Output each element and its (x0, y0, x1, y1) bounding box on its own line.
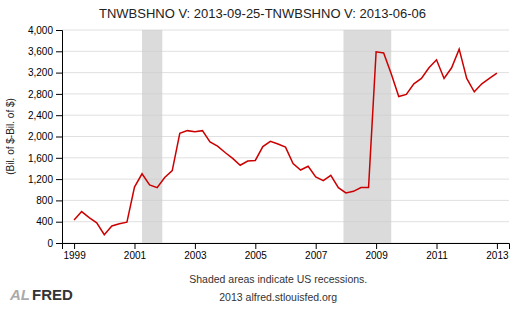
tick-label: 3,200 (28, 67, 53, 78)
tick-mark (56, 222, 62, 223)
tick-mark (497, 243, 498, 249)
chart: 1999 2001 2003 2005 2007 2009 2011 2013 0 400 800 1… (0, 0, 525, 315)
tick: 2013 (486, 243, 509, 261)
tick-mark (255, 243, 256, 249)
grid-line (62, 115, 509, 116)
tick-mark (56, 179, 62, 180)
tick-label: 2005 (245, 250, 268, 261)
tick-mark (376, 243, 377, 249)
tick-mark (56, 200, 62, 201)
tick: 1999 (63, 243, 86, 261)
tick-label: 1,600 (28, 153, 53, 164)
tick-label: 2001 (124, 250, 147, 261)
tick-mark (56, 158, 62, 159)
tick-mark (134, 243, 135, 249)
tick-mark (56, 51, 62, 52)
tick: 2,000 (28, 131, 62, 142)
marks (74, 30, 497, 243)
y-axis-label: (Bil. of $-Bil. of $) (5, 98, 16, 175)
tick-label: 2013 (486, 250, 509, 261)
tick: 2007 (305, 243, 328, 261)
tick: 2,400 (28, 110, 62, 121)
tick-label: 2011 (426, 250, 448, 261)
tick: 3,600 (28, 46, 62, 57)
y-axis: 0 400 800 1,200 1,600 2,000 2,400 2,800 3,200 3,6… (28, 25, 63, 249)
tick-label: 400 (36, 216, 53, 227)
tick-mark (56, 30, 62, 31)
tick-label: 800 (36, 195, 53, 206)
grid-line (62, 221, 509, 222)
recession-band (343, 30, 391, 243)
tick: 4,000 (28, 25, 62, 36)
tick: 2001 (124, 243, 147, 261)
tick-label: 2,400 (28, 110, 53, 121)
x-axis: 1999 2001 2003 2005 2007 2009 2011 2013 (63, 243, 510, 261)
axis-line (63, 244, 510, 250)
tick-mark (437, 243, 438, 249)
tick: 2,800 (28, 89, 62, 100)
grid (62, 30, 509, 243)
tick-label: 3,600 (28, 46, 53, 57)
tick-label: 2003 (184, 250, 207, 261)
title: TNWBSHNO V: 2013-09-25-TNWBSHNO V: 2013-… (99, 6, 426, 21)
tick-label: 1999 (63, 250, 86, 261)
tick-label: 4,000 (28, 25, 53, 36)
grid-line (62, 51, 509, 52)
grid-line (62, 136, 509, 137)
tick: 2003 (184, 243, 207, 261)
tick-mark (56, 137, 62, 138)
tick-label: 2,800 (28, 89, 53, 100)
tick: 400 (36, 216, 62, 227)
tick: 1,600 (28, 153, 62, 164)
tick-label: 0 (47, 238, 53, 249)
tick: 0 (47, 238, 62, 249)
tick-mark (56, 115, 62, 116)
tick-mark (195, 243, 196, 249)
footer-note: Shaded areas indicate US recessions. (189, 273, 367, 285)
tick-mark (56, 73, 62, 74)
footer-source: 2013 alfred.stlouisfed.org (219, 291, 337, 303)
axis-line (56, 31, 63, 244)
tick-mark (74, 243, 75, 249)
tick-label: 2007 (305, 250, 328, 261)
tick: 1,200 (28, 174, 62, 185)
grid-line (62, 93, 509, 94)
tick: 3,200 (28, 67, 62, 78)
grid-line (62, 30, 509, 31)
tick-label: 2009 (365, 250, 388, 261)
tick: 2011 (426, 243, 448, 261)
grid-line (62, 157, 509, 158)
recession-band (142, 30, 162, 243)
tick-mark (56, 243, 62, 244)
tick-label: 2,000 (28, 131, 53, 142)
tick: 800 (36, 195, 62, 206)
logo-text: FRED (32, 286, 73, 303)
grid-line (62, 200, 509, 201)
logo-text: AL (9, 286, 30, 303)
tick-label: 1,200 (28, 174, 53, 185)
tick: 2005 (245, 243, 268, 261)
data-line (74, 49, 497, 235)
tick: 2009 (365, 243, 388, 261)
plot-area: 1999 2001 2003 2005 2007 2009 2011 2013 0 400 800 1… (28, 25, 510, 261)
tick-mark (56, 94, 62, 95)
tick-mark (316, 243, 317, 249)
grid-line (62, 179, 509, 180)
